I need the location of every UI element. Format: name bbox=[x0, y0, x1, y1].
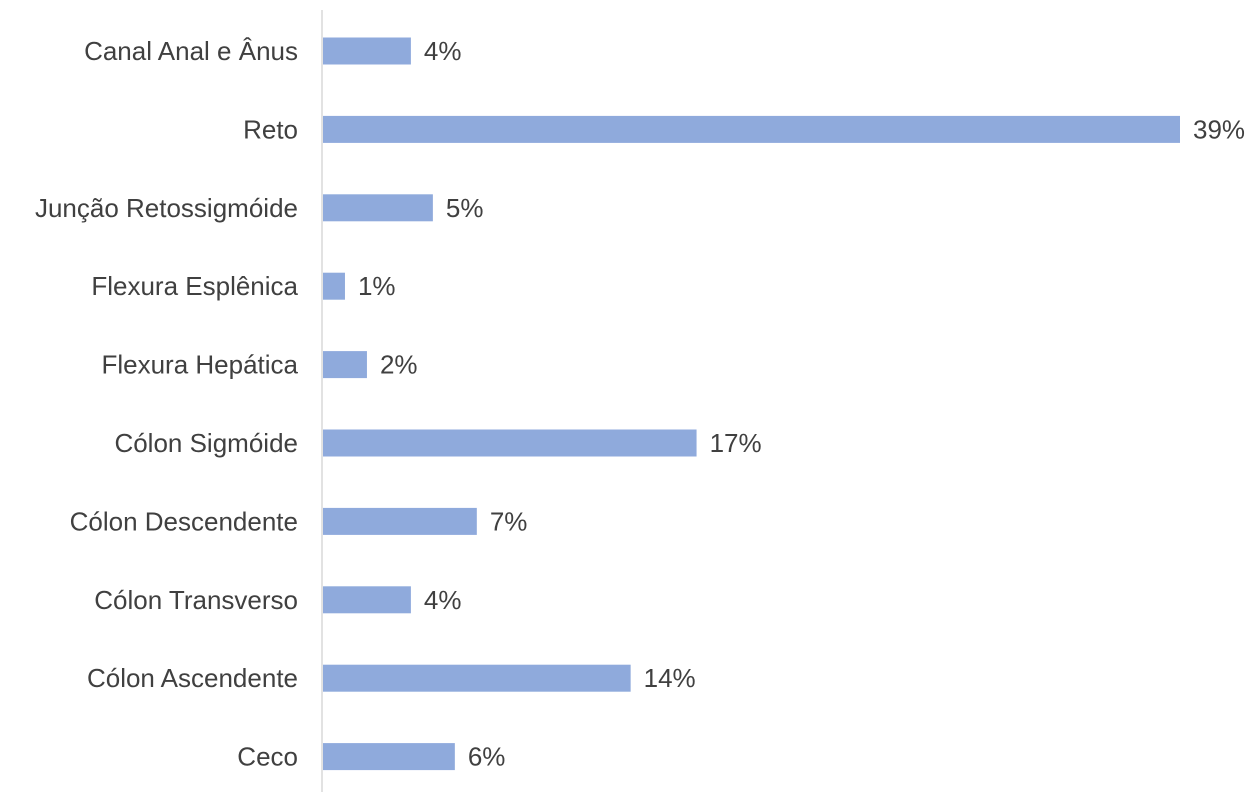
bar bbox=[323, 194, 433, 222]
bar bbox=[323, 743, 455, 771]
bars-layer bbox=[323, 37, 1180, 771]
bar bbox=[323, 115, 1180, 143]
value-label: 1% bbox=[358, 271, 396, 301]
bar bbox=[323, 351, 367, 379]
bar bbox=[323, 272, 345, 300]
category-label: Cólon Descendente bbox=[70, 506, 298, 536]
category-label: Flexura Esplênica bbox=[91, 271, 298, 301]
bar bbox=[323, 586, 411, 614]
category-label: Cólon Transverso bbox=[94, 585, 298, 615]
category-label: Cólon Ascendente bbox=[87, 663, 298, 693]
value-label: 7% bbox=[490, 506, 528, 536]
value-label: 17% bbox=[710, 428, 762, 458]
value-label: 6% bbox=[468, 742, 506, 772]
category-label: Ceco bbox=[237, 742, 298, 772]
bar bbox=[323, 507, 477, 535]
value-label: 5% bbox=[446, 193, 484, 223]
value-label: 2% bbox=[380, 350, 418, 380]
category-label: Reto bbox=[243, 114, 298, 144]
bar bbox=[323, 37, 411, 65]
bar bbox=[323, 429, 697, 457]
value-label: 14% bbox=[644, 663, 696, 693]
bar bbox=[323, 664, 631, 692]
value-labels: 4% 39% 5% 1% 2% 17% 7% 4% 14% 6% bbox=[358, 36, 1245, 772]
category-label: Junção Retossigmóide bbox=[35, 193, 298, 223]
category-label: Cólon Sigmóide bbox=[114, 428, 298, 458]
value-label: 39% bbox=[1193, 114, 1245, 144]
category-label: Flexura Hepática bbox=[101, 350, 298, 380]
category-labels: Canal Anal e Ânus Reto Junção Retossigmóid… bbox=[35, 36, 299, 772]
value-label: 4% bbox=[424, 585, 462, 615]
category-label: Canal Anal e Ânus bbox=[84, 36, 298, 66]
value-label: 4% bbox=[424, 36, 462, 66]
